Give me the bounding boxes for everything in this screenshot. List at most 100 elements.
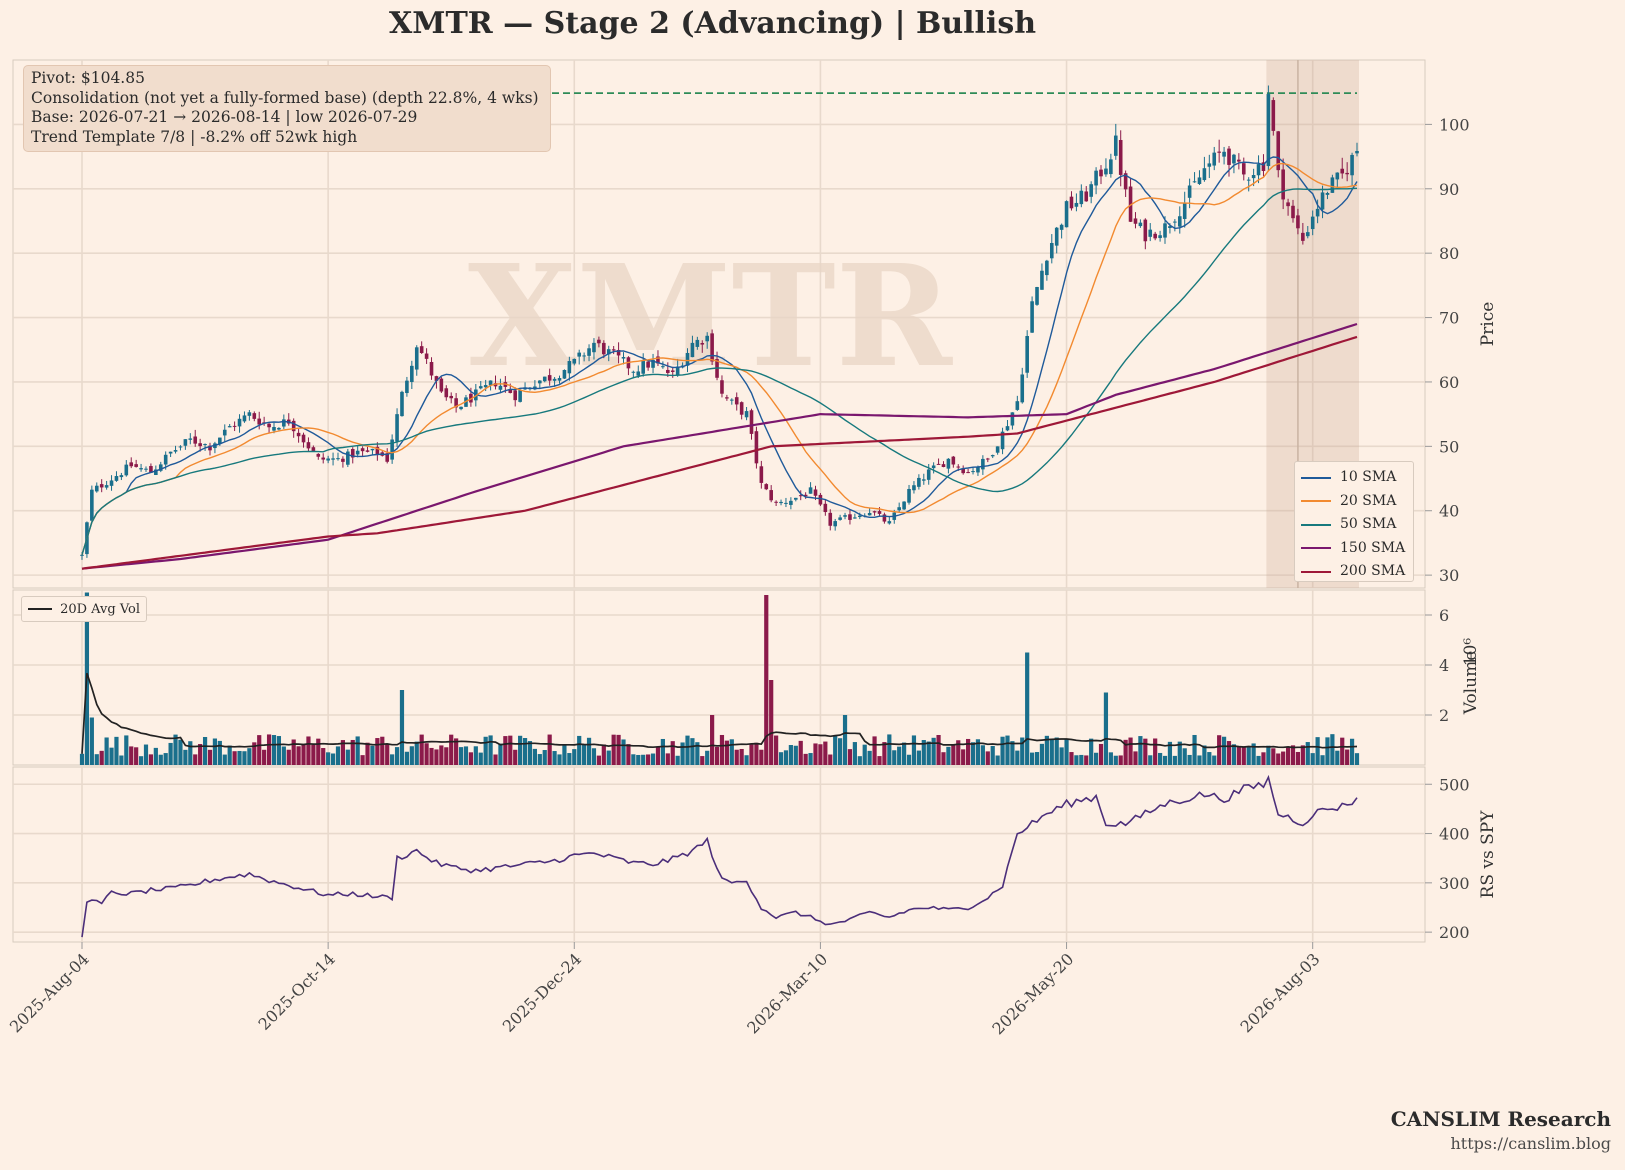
rs-tick-label-500: 500 [1439,775,1470,794]
volume-bar [1221,736,1227,765]
candle-body [336,458,340,460]
volume-bar [1276,753,1281,765]
volume-bar [626,744,631,765]
candle-body [577,352,582,357]
candle-body [921,479,926,481]
candle-body [1246,179,1251,181]
volume-bar [774,735,779,765]
volume-bar [744,755,749,765]
volume-bar [1034,752,1040,765]
candle-body [1069,196,1074,209]
candle-body [488,380,493,386]
volume-bar [695,742,700,765]
volume-bar [1113,755,1118,765]
volume-bar [1167,741,1173,765]
volume-bar [572,749,577,765]
candle-body [857,515,862,518]
candle-body [897,507,901,511]
x-tick-label-5: 2026-Aug-03 [1237,949,1324,1036]
volume-bar [375,738,380,765]
volume-bar [1020,737,1025,765]
volume-bar [193,754,198,765]
volume-bar [798,740,803,765]
candle-body [183,439,188,446]
volume-bar [449,734,454,765]
candle-body [661,366,665,368]
volume-bar [833,735,838,765]
volume-bar [838,738,843,765]
volume-bar [956,740,961,765]
candle-body [360,448,365,452]
volume-bar [1118,755,1123,765]
volume-bar [257,735,262,765]
candle-body [981,458,985,470]
volume-bar [990,745,995,765]
volume-bar [951,744,956,765]
volume-bar [1049,738,1054,765]
volume-bar [1226,741,1232,765]
x-tick-label-0: 2025-Aug-04 [6,949,93,1036]
volume-bar [1079,754,1084,765]
volume-bar [252,742,257,765]
price-tick-label-40: 40 [1439,502,1459,521]
volume-bar [1345,749,1350,765]
consolidation-text: Consolidation (not yet a fully-formed ba… [31,88,539,107]
volume-panel-frame [12,589,1426,766]
candle-body [1197,177,1202,184]
volume-bar [518,735,523,765]
volume-bar [301,744,306,765]
candle-body [1153,233,1157,239]
legend-label-sma150: 150 SMA [1340,539,1406,556]
candle-body [828,512,833,526]
price-axis-label: Price [1478,302,1498,347]
pivot-line-text: Pivot: $104.85 [31,69,145,87]
volume-bar [759,749,764,765]
volume-bar [1044,735,1049,765]
candle-body [1207,163,1212,167]
volume-bar [1108,752,1113,765]
volume-bar [202,736,208,765]
volume-bar [714,746,720,765]
volume-bar [454,738,459,765]
candle-body [424,353,429,359]
volume-bar [380,736,385,765]
volume-bar [1000,736,1005,765]
candle-body [1281,169,1285,200]
candle-body [109,480,114,486]
candle-body [754,431,759,464]
volume-legend: 20D Avg Vol [21,596,147,622]
candle-body [1168,226,1172,228]
legend-label-sma200: 200 SMA [1340,563,1406,579]
candle-body [414,347,419,370]
candle-body [990,455,995,457]
candle-body [730,399,734,401]
candle-body [301,434,306,443]
volume-bar [306,736,311,765]
volume-bar [1187,754,1192,765]
candle-body [1163,223,1167,238]
candle-body [838,517,842,520]
candle-body [80,554,84,556]
volume-bar [1349,738,1355,765]
candle-body [542,376,547,382]
volume-bar [527,741,533,765]
price-panel-frame [12,59,1426,589]
candle-body [985,458,990,460]
candle-body [1109,159,1113,175]
volume-bar [1207,752,1212,765]
volume-bar [370,745,375,765]
volume-bar [281,746,286,765]
price-tick-label-90: 90 [1439,180,1459,199]
candle-body [114,476,119,481]
volume-bar [788,745,793,765]
volume-bar [365,742,370,765]
candle-body [976,467,980,473]
candle-body [144,468,148,470]
volume-bar [1310,753,1315,765]
candle-body [341,458,345,462]
candle-body [375,446,380,455]
candle-body [1271,100,1276,131]
candle-body [1291,205,1295,219]
candle-body [1266,94,1271,167]
rs-tick-label-400: 400 [1439,825,1470,844]
